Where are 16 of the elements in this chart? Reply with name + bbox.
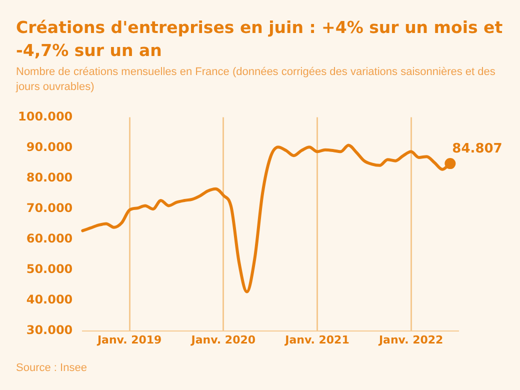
x-tick-label: Janv. 2022 [378,333,444,346]
y-tick-label: 50.000 [26,262,73,276]
y-tick-label: 30.000 [26,322,73,337]
y-tick-label: 100.000 [18,109,73,124]
y-tick-label: 40.000 [26,292,73,306]
data-label: 84.807 [452,141,502,156]
chart-subtitle: Nombre de créations mensuelles en France (données corrigées des variations saisonnières et des jours ouvrables) [16,65,496,95]
y-tick-label: 80.000 [26,170,73,184]
x-tick-label: Janv. 2020 [190,333,256,346]
y-tick-label: 60.000 [26,231,73,246]
x-tick-label: Janv. 2019 [96,333,162,346]
chart-title: Créations d'entreprises en juin : +4% sur un mois et -4,7% sur un an [16,17,504,62]
y-tick-label: 70.000 [26,200,73,215]
y-tick-label: 90.000 [26,140,73,154]
source-note: Source : Insee [16,362,87,374]
x-tick-label: Janv. 2021 [284,333,350,346]
